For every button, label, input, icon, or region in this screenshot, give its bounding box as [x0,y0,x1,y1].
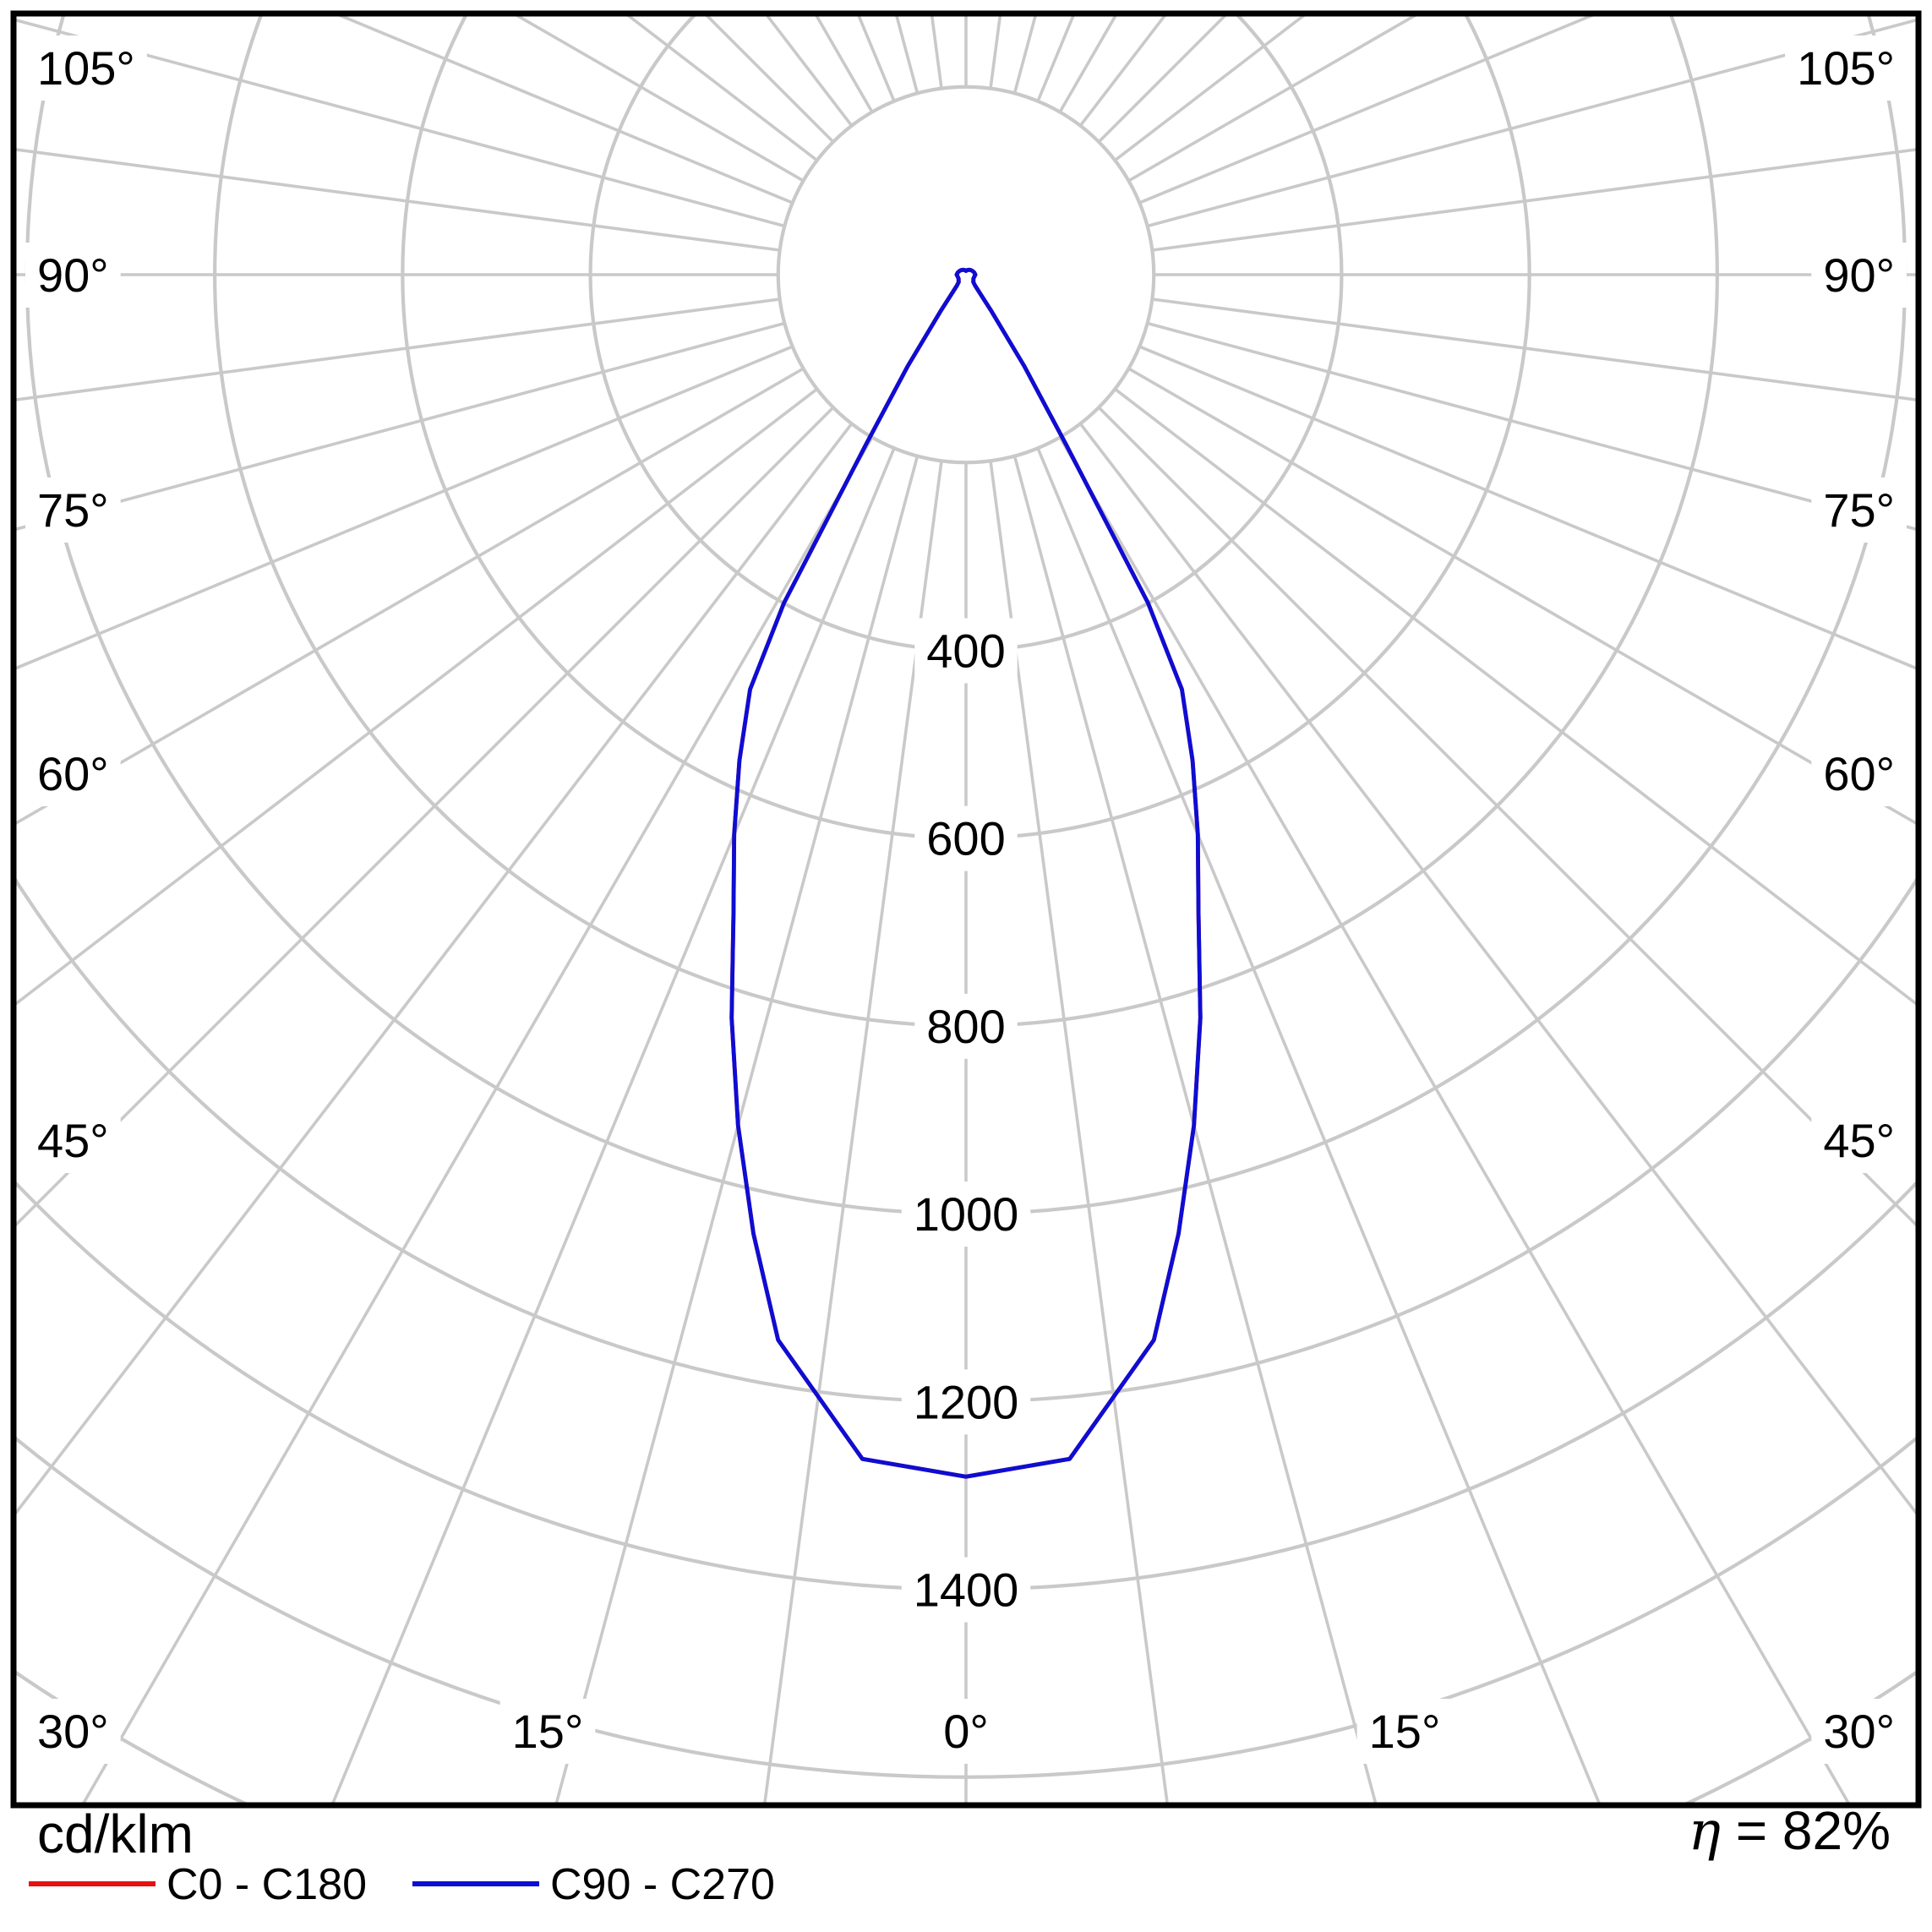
angle-tick-label: 60° [1823,747,1895,800]
ring-tick-label: 1200 [914,1375,1019,1428]
curve-c90-c270 [729,267,1203,1479]
efficiency-value: = 82% [1720,1800,1891,1861]
eta-symbol: η [1688,1800,1721,1863]
ring-tick-label: 1400 [914,1564,1019,1617]
angle-tick-label: 30° [37,1705,109,1758]
angle-tick-label: 15° [1369,1705,1441,1758]
angle-tick-label: 105° [37,41,135,95]
ring-tick-label: 800 [926,1000,1005,1053]
angle-tick-label: 0° [943,1705,989,1758]
angle-tick-label: 45° [37,1114,109,1167]
angle-tick-label: 15° [512,1705,584,1758]
axis-labels: 400 600 800 1000 1200 1400 105° 90° 75° 60° 45° 30°… [25,35,1907,1764]
angle-tick-label: 90° [1823,248,1895,302]
plot-frame [10,10,1922,1809]
legend-label-c0-c180: C0 - C180 [166,1860,367,1909]
ring-tick-label: 400 [926,624,1005,677]
angle-tick-label: 90° [37,248,109,302]
angle-tick-label: 75° [1823,483,1895,537]
ring-tick-label: 600 [926,812,1005,865]
efficiency-label: η = 82% [1689,1804,1891,1858]
ring-tick-label: 1000 [914,1187,1019,1241]
angle-tick-label: 45° [1823,1114,1895,1167]
angle-tick-label: 75° [37,483,109,537]
units-label: cd/klm [37,1804,194,1864]
legend-label-c90-c270: C90 - C270 [550,1860,775,1909]
legend-line-c90-c270 [412,1881,539,1886]
legend-line-c0-c180 [29,1881,156,1886]
angle-tick-label: 30° [1823,1705,1895,1758]
angle-tick-label: 105° [1797,41,1895,95]
angle-tick-label: 60° [37,747,109,800]
